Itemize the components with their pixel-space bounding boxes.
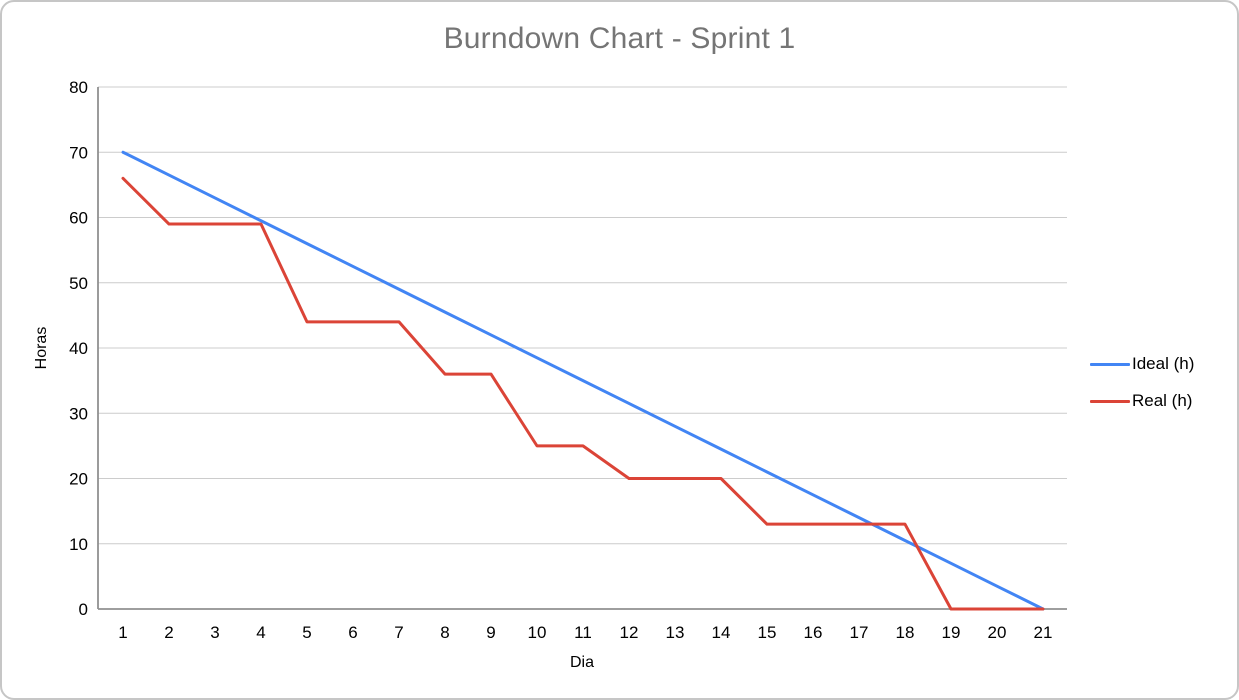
legend-label-ideal: Ideal (h)	[1132, 354, 1195, 373]
legend: Ideal (h) Real (h)	[1090, 354, 1194, 411]
y-tick-label: 40	[69, 339, 88, 358]
x-tick-label: 8	[440, 623, 449, 642]
series-line-real	[121, 176, 1045, 611]
chart-title: Burndown Chart - Sprint 1	[443, 22, 796, 55]
y-axis-title: Horas	[33, 326, 50, 370]
x-tick-label: 18	[896, 623, 915, 642]
legend-item-ideal: Ideal (h)	[1090, 354, 1194, 374]
x-tick-label: 16	[804, 623, 823, 642]
y-tick-label: 80	[69, 78, 88, 97]
x-tick-label: 19	[942, 623, 961, 642]
y-tick-label: 30	[69, 404, 88, 423]
y-tick-label: 20	[69, 470, 88, 489]
x-tick-label: 5	[302, 623, 311, 642]
legend-item-real: Real (h)	[1090, 391, 1194, 411]
y-tick-label: 60	[69, 209, 88, 228]
x-tick-label: 20	[988, 623, 1007, 642]
x-tick-label: 6	[348, 623, 357, 642]
y-tick-label: 10	[69, 535, 88, 554]
y-tick-label: 50	[69, 274, 88, 293]
x-tick-label: 12	[620, 623, 639, 642]
x-tick-label: 11	[574, 623, 592, 642]
x-tick-label: 14	[712, 623, 731, 642]
x-tick-label: 2	[164, 623, 173, 642]
y-tick-label: 0	[79, 600, 88, 619]
y-tick-label: 70	[69, 143, 88, 162]
x-tick-label: 3	[210, 623, 219, 642]
x-tick-label: 9	[486, 623, 495, 642]
x-tick-label: 17	[850, 623, 869, 642]
x-tick-label: 21	[1034, 623, 1053, 642]
x-tick-label: 4	[256, 623, 265, 642]
legend-line-ideal-icon	[1090, 362, 1130, 366]
x-tick-label: 10	[528, 623, 547, 642]
x-tick-label: 13	[666, 623, 685, 642]
x-tick-label: 15	[758, 623, 777, 642]
x-tick-label: 1	[118, 623, 127, 642]
legend-line-real-icon	[1090, 399, 1130, 403]
series-line-ideal	[121, 150, 1045, 611]
legend-label-real: Real (h)	[1132, 391, 1193, 410]
x-tick-label: 7	[394, 623, 403, 642]
x-axis-title: Dia	[569, 654, 595, 671]
